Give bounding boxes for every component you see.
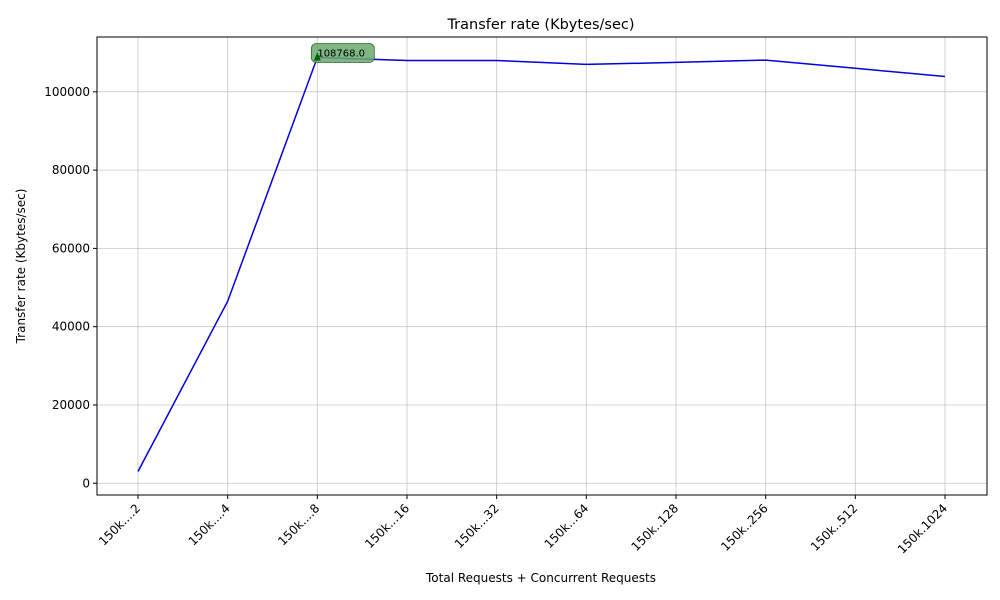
- y-tick-label: 40000: [52, 320, 90, 334]
- annotation-marker: [313, 52, 321, 61]
- series-layer: [137, 56, 946, 472]
- x-tick-label: 150k....4: [186, 501, 233, 548]
- x-tick-label: 150k...32: [452, 501, 502, 551]
- y-tick-label: 20000: [52, 398, 90, 412]
- series-line: [137, 56, 946, 472]
- y-tick-label: 60000: [52, 241, 90, 255]
- y-tick-label: 80000: [52, 163, 90, 177]
- x-tick-label: 150k...16: [362, 501, 412, 551]
- y-axis-ticks: 0 20000 40000 60000 80000 100000: [44, 85, 97, 490]
- plot-frame: [96, 36, 988, 496]
- x-axis-ticks: 150k....2 150k....4 150k....8 150k...16 150k…: [96, 495, 950, 557]
- x-axis-title: Total Requests + Concurrent Requests: [425, 571, 656, 585]
- x-tick-label: 150k..128: [629, 501, 682, 554]
- x-tick-label: 150k....8: [275, 501, 322, 548]
- y-axis-title: Transfer rate (Kbytes/sec): [14, 189, 28, 345]
- annotation-label: 108768.0: [317, 48, 365, 59]
- grid-lines: [97, 37, 987, 495]
- x-tick-label: 150k.1024: [895, 501, 950, 556]
- x-tick-label: 150k...64: [542, 501, 592, 551]
- annotation-layer: 108768.0: [310, 43, 375, 63]
- x-tick-label: 150k..256: [718, 501, 771, 554]
- annotation-box: [310, 43, 375, 63]
- chart-title: Transfer rate (Kbytes/sec): [446, 17, 634, 33]
- y-tick-label: 100000: [44, 85, 90, 99]
- x-tick-label: 150k..512: [808, 501, 861, 554]
- x-tick-label: 150k....2: [96, 501, 143, 548]
- y-tick-label: 0: [82, 476, 90, 490]
